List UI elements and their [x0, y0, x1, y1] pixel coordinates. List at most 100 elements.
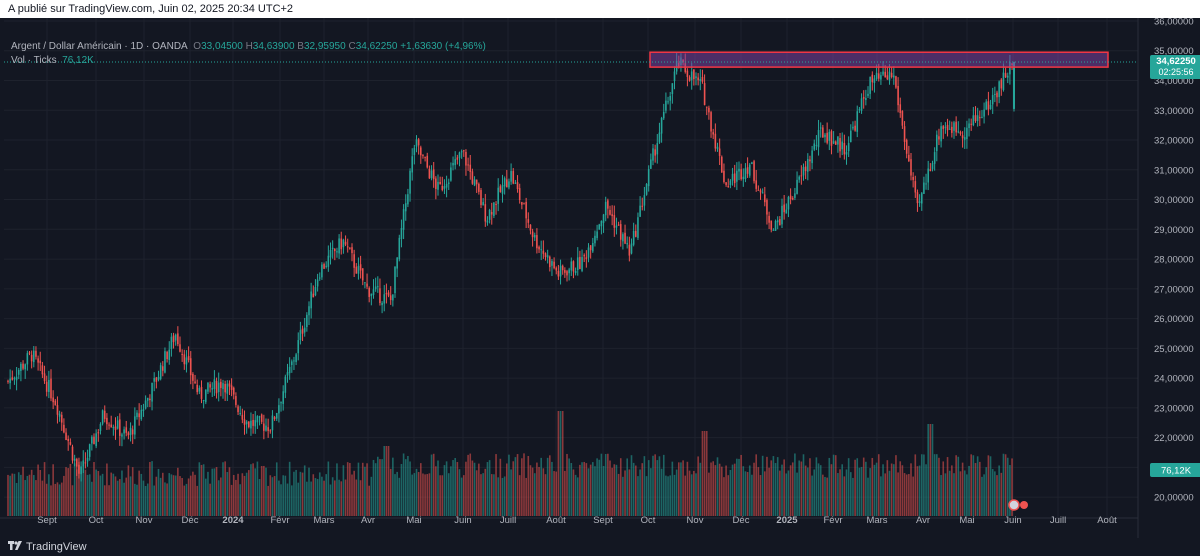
volume-bar: [278, 480, 280, 516]
candle-body: [452, 162, 454, 166]
candle-body: [712, 132, 714, 135]
candle-body: [209, 384, 211, 388]
candle-body: [9, 378, 11, 384]
volume-bar: [228, 467, 231, 516]
candle-body: [596, 231, 598, 238]
volume-bar: [338, 479, 340, 516]
legend-c-label: C: [348, 41, 356, 52]
candle-body: [67, 438, 69, 442]
candle-body: [342, 239, 345, 248]
volume-bar: [725, 465, 727, 516]
x-tick-label: Juin: [1004, 515, 1021, 526]
volume-bar: [830, 464, 833, 516]
candle-body: [239, 413, 241, 415]
volume-bar: [794, 453, 796, 516]
volume-bar: [744, 471, 747, 516]
x-tick-label: Juill: [1050, 515, 1066, 526]
candle-body: [271, 415, 274, 431]
volume-bar: [153, 485, 155, 516]
chart-legend: Argent / Dollar Américain · 1D · OANDA O…: [11, 40, 486, 68]
chart-area[interactable]: Argent / Dollar Américain · 1D · OANDA O…: [0, 16, 1200, 538]
candle-body: [103, 410, 106, 419]
candle-body: [895, 76, 897, 88]
volume-bar: [923, 454, 925, 516]
price-axis[interactable]: 20,0000021,0000022,0000023,0000024,00000…: [1154, 16, 1194, 504]
candle-body: [417, 139, 420, 146]
volume-bar: [675, 469, 678, 516]
candle-body: [50, 378, 52, 399]
candle-body: [217, 382, 220, 393]
economic-event-icon[interactable]: [1008, 499, 1020, 511]
candle-body: [529, 224, 532, 231]
candle-body: [673, 71, 676, 82]
candle-body: [372, 289, 375, 295]
volume-bar: [759, 475, 762, 516]
dividend-event-icon[interactable]: [1020, 501, 1028, 509]
candle-body: [484, 204, 487, 222]
volume-bar: [420, 463, 422, 516]
volume-bar: [368, 485, 370, 516]
candle-body: [538, 246, 540, 250]
volume-bar: [920, 454, 923, 516]
volume-bar: [527, 455, 530, 516]
legend-vol-label[interactable]: Vol · Ticks: [11, 55, 57, 66]
x-tick-label: Avr: [361, 515, 375, 526]
volume-bar: [703, 431, 706, 516]
volume-bar: [546, 457, 549, 516]
volume-bar: [447, 473, 450, 516]
time-axis[interactable]: Sept Oct Nov Déc 2024 Févr Mars Avr Mai Juin Juill…: [37, 515, 1117, 526]
candle-body: [645, 184, 648, 195]
volume-bar: [641, 463, 644, 516]
candle-body: [721, 156, 723, 173]
volume-bar: [361, 462, 364, 516]
candle-body: [73, 458, 76, 461]
volume-bar: [553, 471, 555, 516]
volume-bar: [456, 462, 459, 516]
legend-symbol[interactable]: Argent / Dollar Américain · 1D · OANDA: [11, 41, 188, 52]
candle-body: [766, 200, 768, 215]
candle-body: [119, 419, 121, 436]
candle-body: [609, 209, 611, 215]
y-tick-label: 22,00000: [1154, 433, 1194, 444]
candle-body: [157, 376, 160, 380]
candle-body: [938, 136, 940, 140]
volume-bar: [282, 475, 284, 516]
price-chart[interactable]: 20,0000021,0000022,0000023,0000024,00000…: [0, 16, 1200, 538]
candle-body: [908, 154, 910, 162]
candle-body: [338, 238, 340, 254]
volume-bar: [506, 463, 508, 516]
candle-body: [28, 352, 31, 354]
candle-body: [936, 134, 938, 152]
volume-bar: [114, 476, 117, 516]
candle-body: [11, 377, 14, 380]
candle-body: [604, 201, 607, 216]
volume-bar: [523, 453, 525, 516]
candle-body: [862, 97, 865, 99]
volume-bar: [959, 471, 962, 516]
candle-body: [669, 95, 671, 101]
volume-bar: [1000, 472, 1003, 516]
candle-body: [116, 420, 119, 429]
candle-body: [213, 379, 216, 389]
volume-bar: [478, 463, 480, 516]
x-tick-label: Mai: [406, 515, 421, 526]
volume-bar: [813, 469, 816, 516]
candle-body: [983, 109, 985, 117]
volume-bar: [622, 476, 624, 516]
volume-bar: [508, 454, 510, 516]
candle-body: [688, 77, 691, 81]
volume-bar: [379, 459, 381, 516]
resistance-zone[interactable]: [649, 51, 1109, 68]
volume-bar: [387, 446, 390, 516]
volume-bar: [215, 467, 218, 516]
volume-bar: [166, 483, 168, 516]
volume-bar: [443, 465, 446, 516]
candle-body: [783, 204, 785, 213]
candle-body: [355, 266, 358, 274]
candle-body: [867, 93, 869, 96]
volume-bar: [192, 471, 194, 516]
volume-bar: [174, 475, 177, 516]
candle-body: [581, 257, 583, 271]
candle-body: [497, 187, 499, 204]
volume-bar: [933, 454, 936, 516]
